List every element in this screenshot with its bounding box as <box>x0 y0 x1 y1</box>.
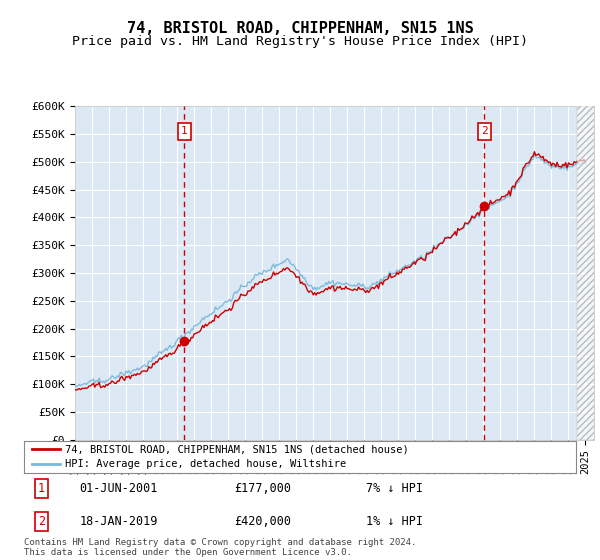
Text: 2: 2 <box>481 127 488 137</box>
Text: 2: 2 <box>38 515 45 529</box>
Text: 74, BRISTOL ROAD, CHIPPENHAM, SN15 1NS (detached house): 74, BRISTOL ROAD, CHIPPENHAM, SN15 1NS (… <box>65 445 409 455</box>
Text: Contains HM Land Registry data © Crown copyright and database right 2024.
This d: Contains HM Land Registry data © Crown c… <box>24 538 416 557</box>
Text: 1: 1 <box>181 127 188 137</box>
Text: HPI: Average price, detached house, Wiltshire: HPI: Average price, detached house, Wilt… <box>65 459 347 469</box>
Text: 1% ↓ HPI: 1% ↓ HPI <box>366 515 423 529</box>
Text: 1: 1 <box>38 482 45 496</box>
Text: £420,000: £420,000 <box>234 515 291 529</box>
Text: Price paid vs. HM Land Registry's House Price Index (HPI): Price paid vs. HM Land Registry's House … <box>72 35 528 48</box>
Text: 01-JUN-2001: 01-JUN-2001 <box>79 482 158 496</box>
Text: 7% ↓ HPI: 7% ↓ HPI <box>366 482 423 496</box>
Text: 18-JAN-2019: 18-JAN-2019 <box>79 515 158 529</box>
Text: £177,000: £177,000 <box>234 482 291 496</box>
Text: 74, BRISTOL ROAD, CHIPPENHAM, SN15 1NS: 74, BRISTOL ROAD, CHIPPENHAM, SN15 1NS <box>127 21 473 36</box>
